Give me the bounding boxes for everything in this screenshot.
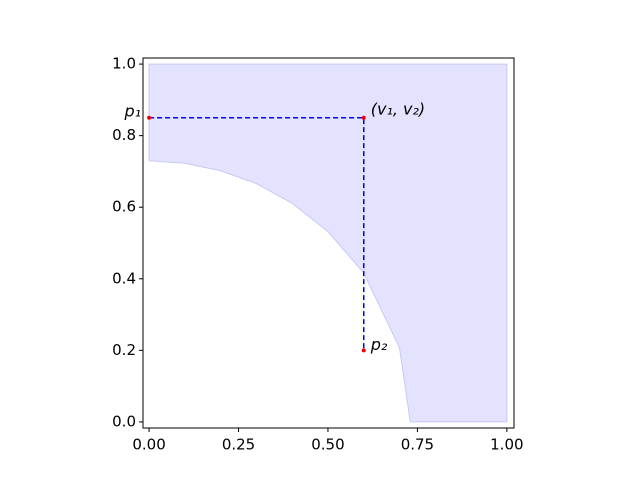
x-tick-label: 0.00 [132, 436, 165, 454]
feasible-region [148, 63, 508, 423]
axes-frame [142, 57, 515, 429]
y-tick-label: 0.0 [112, 412, 136, 430]
x-tick-label: 1.00 [490, 436, 523, 454]
point-label: p₂ [370, 335, 388, 354]
x-tick-label: 0.75 [401, 436, 434, 454]
dashed-line [149, 117, 365, 351]
y-tick-label: 1.0 [112, 55, 136, 73]
point [361, 115, 366, 120]
x-tick-label: 0.25 [222, 436, 255, 454]
point [361, 348, 366, 353]
y-tick-label: 0.2 [112, 341, 136, 359]
y-tick-label: 0.4 [112, 269, 136, 287]
y-tick-label: 0.8 [112, 126, 136, 144]
point [147, 115, 152, 120]
point-label: p₁ [124, 101, 142, 120]
x-tick-label: 0.50 [311, 436, 344, 454]
point-label: (v₁, v₂) [371, 99, 425, 118]
y-tick-label: 0.6 [112, 198, 136, 216]
